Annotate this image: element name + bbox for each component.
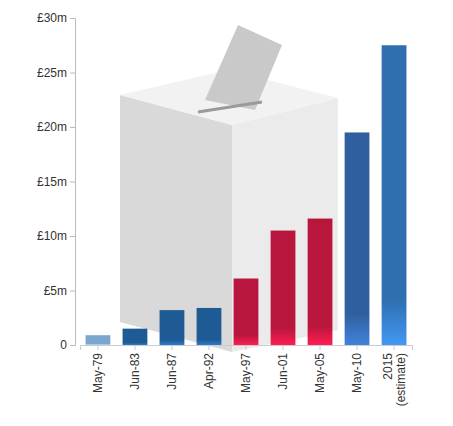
x-tick-mark: [357, 345, 358, 350]
bar: [308, 219, 333, 345]
y-axis-line: [70, 19, 76, 346]
x-tick: May-10: [350, 345, 364, 393]
y-tick-label: £5m: [44, 284, 67, 298]
x-tick: Jun-83: [128, 345, 142, 390]
y-tick-mark: [70, 127, 75, 128]
y-tick-mark: [70, 291, 75, 292]
ballot-box: [120, 25, 338, 352]
bar: [234, 279, 259, 345]
bar: [271, 231, 296, 345]
bar: [86, 335, 111, 345]
x-tick: Jun-01: [276, 345, 290, 390]
y-tick-label: £30m: [37, 11, 67, 25]
box-slot: [198, 102, 262, 112]
x-tick-label: May-05: [313, 353, 327, 393]
y-tick-mark: [70, 182, 75, 183]
x-tick-mark: [394, 345, 395, 350]
y-axis: 0 £5m £10m £15m £20m £25m £30m: [37, 11, 76, 352]
x-tick-mark: [97, 345, 98, 350]
bar: [382, 45, 407, 345]
ballot-paper: [205, 25, 282, 110]
y-tick: £10m: [37, 229, 75, 243]
x-tick: May-97: [239, 345, 253, 393]
x-axis-line: [81, 346, 413, 351]
y-tick-label: £20m: [37, 120, 67, 134]
x-tick-label: May-97: [239, 353, 253, 393]
x-tick-mark: [134, 345, 135, 350]
y-tick: £15m: [37, 175, 75, 189]
x-tick-mark: [246, 345, 247, 350]
x-tick-label: Jun-01: [276, 353, 290, 390]
x-tick-label: 2015(estimate): [381, 353, 408, 407]
x-tick-label: May-79: [91, 353, 105, 393]
y-tick-label: 0: [60, 338, 67, 352]
x-tick-label: May-10: [350, 353, 364, 393]
bars: [86, 45, 407, 345]
bar: [345, 132, 370, 345]
y-tick-mark: [70, 236, 75, 237]
bar: [160, 310, 185, 345]
x-tick-mark: [320, 345, 321, 350]
x-tick-mark: [208, 345, 209, 350]
x-tick-label: Apr-92: [202, 353, 216, 389]
x-tick: May-79: [91, 345, 105, 393]
x-tick: 2015(estimate): [381, 345, 408, 406]
y-tick-mark: [70, 73, 75, 74]
y-tick-label: £10m: [37, 229, 67, 243]
y-tick: £25m: [37, 66, 75, 80]
y-tick-mark: [70, 345, 75, 346]
x-axis: May-79 Jun-83 Jun-87 Apr-92 May-97 Jun-01 May-…: [81, 345, 413, 406]
bar: [123, 329, 148, 345]
y-tick-label: £25m: [37, 66, 67, 80]
bar: [197, 308, 222, 345]
x-tick: Apr-92: [202, 345, 216, 389]
x-tick: Jun-87: [165, 345, 179, 390]
y-tick: £30m: [37, 11, 75, 25]
box-side: [232, 98, 338, 352]
y-tick: £5m: [44, 284, 75, 298]
y-tick: 0: [60, 338, 75, 352]
y-tick: £20m: [37, 120, 75, 134]
y-tick-mark: [70, 18, 75, 19]
y-tick-label: £15m: [37, 175, 67, 189]
x-tick-mark: [283, 345, 284, 350]
box-front: [120, 95, 232, 352]
x-tick-label: Jun-83: [128, 353, 142, 390]
x-tick: May-05: [313, 345, 327, 393]
x-tick-label: Jun-87: [165, 353, 179, 390]
chart: 0 £5m £10m £15m £20m £25m £30m May-79 Jun-83 Jun-…: [0, 0, 453, 426]
x-tick-mark: [171, 345, 172, 350]
